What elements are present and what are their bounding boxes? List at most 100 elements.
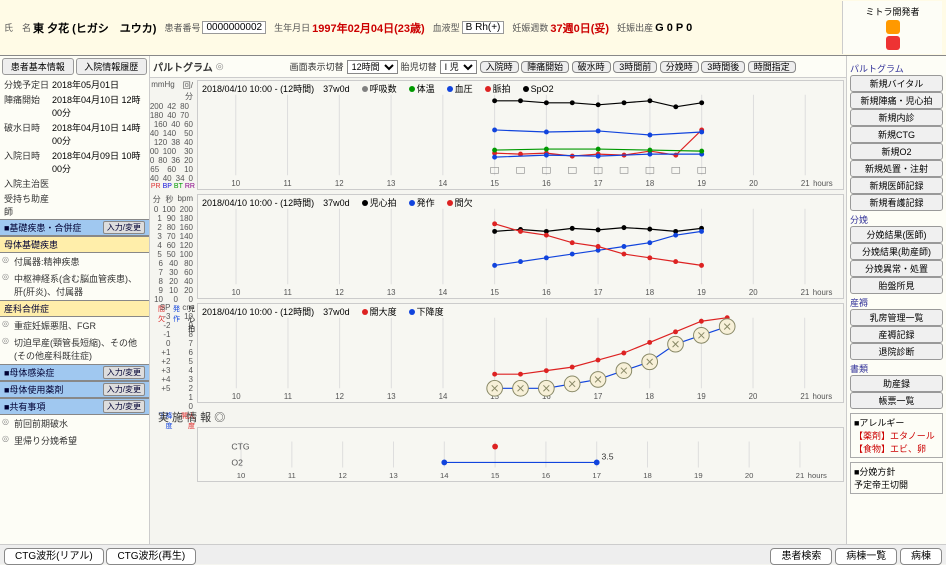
toolbar-btn[interactable]: 3時間後 [701,61,745,73]
footer-btn[interactable]: 病棟 [900,548,942,565]
action-button[interactable]: 新規看護記録 [850,194,943,211]
action-button[interactable]: 胎盤所見 [850,277,943,294]
action-button[interactable]: 乳房管理一覧 [850,309,943,326]
action-button[interactable]: 分娩結果(医師) [850,226,943,243]
action-button[interactable]: 分娩異常・処置 [850,260,943,277]
sec-med-btn[interactable]: 入力/変更 [103,383,145,396]
legend-item: 下降度 [409,305,444,318]
footer-btn[interactable]: CTG波形(再生) [106,548,196,565]
footer-btn[interactable]: 病棟一覧 [835,548,897,565]
svg-text:21: 21 [801,288,810,297]
disp-label: 画面表示切替 [290,60,344,73]
allergy-item: 【薬剤】エタノール [854,429,939,442]
sec-inf-title: ■母体感染症 [4,366,54,379]
action-button[interactable]: 産褥記録 [850,326,943,343]
svg-text:20: 20 [749,288,758,297]
action-button[interactable]: 新規処置・注射 [850,160,943,177]
group-title: パルトグラム [850,62,943,75]
sec-med-title: ■母体使用薬剤 [4,383,63,396]
svg-text:18: 18 [645,392,654,401]
list-item: 重症妊娠悪阻、FGR [0,317,149,334]
weeks-label: 妊娠週数 [512,21,548,34]
toolbar-title: パルトグラム [153,59,213,74]
disp-select[interactable]: 12時間 [347,60,398,74]
allergy-box: ■アレルギー 【薬剤】エタノール【食物】エビ、卵 [850,413,943,458]
gestational-weeks: 37週0日(妥) [550,20,609,36]
svg-text:3.5: 3.5 [602,452,614,462]
center-panel: パルトグラム ◎ 画面表示切替 12時間 胎児切替 I 児 入院時 陣痛開始 破… [150,56,846,544]
svg-text:18: 18 [645,288,654,297]
dob-label: 生年月日 [274,21,310,34]
tab-admission-history[interactable]: 入院情報履歴 [76,58,148,75]
svg-text:21: 21 [801,179,810,188]
svg-text:21: 21 [800,392,809,401]
toolbar-btn[interactable]: 時間指定 [748,61,796,73]
svg-text:CTG: CTG [231,441,250,451]
sec-share-btn[interactable]: 入力/変更 [103,400,145,413]
svg-text:16: 16 [542,179,551,188]
svg-text:14: 14 [439,288,448,297]
footer-btn[interactable]: CTG波形(リアル) [4,548,104,565]
action-button[interactable]: 助産録 [850,375,943,392]
svg-text:20: 20 [749,392,758,401]
svg-text:19: 19 [697,179,706,188]
info-row: 入院日時2018年04月09日 10時00分 [0,148,149,176]
action-button[interactable]: 帳票一覧 [850,392,943,409]
group-title: 産褥 [850,296,943,309]
svg-text:11: 11 [284,288,292,297]
action-button[interactable]: 新規CTG [850,126,943,143]
svg-text:19: 19 [697,392,706,401]
group-title: 書類 [850,362,943,375]
svg-text:12: 12 [335,179,344,188]
toolbar-btn[interactable]: 入院時 [480,61,519,73]
sec-ob-title: 産科合併症 [4,302,49,315]
svg-text:11: 11 [288,471,296,480]
info-row: 受持ち助産師 [0,191,149,219]
action-button[interactable]: 新規医師記録 [850,177,943,194]
svg-text:13: 13 [389,471,398,480]
patient-name: 東 夕花 (ヒガシ ユウカ) [33,20,156,36]
vitals-chart: %bpmmmHg回/分10020042809518040709016016040… [152,80,844,190]
blood-type: B Rh(+) [462,21,505,34]
sec-base-btn[interactable]: 入力/変更 [103,221,145,234]
fetus-select[interactable]: I 児 [440,60,477,74]
toolbar-btn[interactable]: 分娩時 [660,61,699,73]
svg-text:15: 15 [491,471,500,480]
action-button[interactable]: 新規O2 [850,143,943,160]
help-icon[interactable] [886,36,900,50]
group-title: 分娩 [850,213,943,226]
procedure-chart: 101112131415161718192021hoursCTGO23.5 [152,427,844,482]
svg-text:13: 13 [387,392,396,401]
footer: CTG波形(リアル) CTG波形(再生) 患者検索 病棟一覧 病棟 [0,544,946,564]
toolbar-btn[interactable]: 3時間前 [613,61,657,73]
toolbar-btn[interactable]: 破水時 [572,61,611,73]
toolbar-btn[interactable]: 陣痛開始 [521,61,569,73]
legend-item: 血圧 [447,82,473,95]
sec-inf-btn[interactable]: 入力/変更 [103,366,145,379]
info-row: 分娩予定日2018年05月01日 [0,77,149,92]
action-button[interactable]: 新規バイタル [850,75,943,92]
action-button[interactable]: 新規陣痛・児心拍 [850,92,943,109]
settings-icon[interactable] [886,20,900,34]
legend-item: 間欠 [447,196,473,209]
list-item: 里帰り分娩希望 [0,432,149,449]
action-button[interactable]: 退院診断 [850,343,943,360]
svg-text:10: 10 [237,471,246,480]
action-button[interactable]: 新規内診 [850,109,943,126]
svg-text:10: 10 [232,288,241,297]
info-row: 破水日時2018年04月10日 14時00分 [0,120,149,148]
legend-item: 児心拍 [362,196,397,209]
contraction-chart: 分秒bpm01002001901802801603701404601205501… [152,194,844,299]
footer-btn[interactable]: 患者検索 [770,548,832,565]
tab-basic-info[interactable]: 患者基本情報 [2,58,74,75]
svg-text:19: 19 [697,288,706,297]
svg-text:15: 15 [490,179,499,188]
svg-text:14: 14 [440,471,449,480]
legend-item: 発作 [409,196,435,209]
right-panel: パルトグラム新規バイタル新規陣痛・児心拍新規内診新規CTG新規O2新規処置・注射… [846,56,946,544]
svg-text:15: 15 [490,288,499,297]
patient-header: 氏 名 東 夕花 (ヒガシ ユウカ) 患者番号 0000000002 生年月日 … [0,0,946,56]
action-button[interactable]: 分娩結果(助産師) [850,243,943,260]
list-item: 前回前期破水 [0,415,149,432]
svg-text:hours: hours [808,471,827,480]
